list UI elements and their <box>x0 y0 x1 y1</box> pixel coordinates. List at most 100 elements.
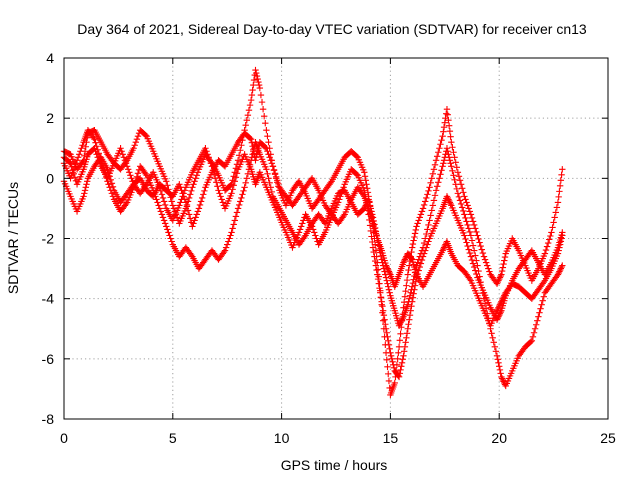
data-point <box>431 161 439 168</box>
data-point <box>183 203 191 210</box>
data-point <box>474 262 481 269</box>
data-point <box>445 196 452 203</box>
data-point <box>334 199 342 206</box>
data-point <box>464 242 471 250</box>
data-point <box>396 337 404 344</box>
data-point <box>219 199 227 206</box>
data-point <box>379 302 386 310</box>
data-point <box>187 215 194 222</box>
data-point <box>265 151 272 158</box>
data-point <box>466 275 474 283</box>
data-point <box>107 187 114 194</box>
data-point <box>395 322 403 329</box>
data-point <box>468 237 476 244</box>
data-point <box>222 244 230 251</box>
data-point <box>133 173 141 181</box>
data-point <box>256 84 264 92</box>
data-point <box>529 333 537 340</box>
data-point <box>420 239 428 247</box>
data-point <box>498 373 505 381</box>
chart-title: Day 364 of 2021, Sidereal Day-to-day VTE… <box>77 21 587 37</box>
data-point <box>361 187 368 194</box>
data-point <box>67 160 74 167</box>
data-point <box>180 190 187 197</box>
data-point <box>231 217 239 224</box>
data-point <box>250 81 257 89</box>
data-point <box>432 157 440 164</box>
data-point <box>439 163 446 170</box>
data-point <box>401 343 409 350</box>
data-point <box>467 232 475 239</box>
data-point <box>424 226 431 233</box>
data-point <box>449 167 456 175</box>
data-point <box>492 348 500 355</box>
data-point <box>478 246 485 253</box>
data-point <box>163 178 170 185</box>
data-point <box>231 178 239 185</box>
data-point <box>423 194 430 202</box>
y-tick-label: -6 <box>42 351 55 367</box>
data-point <box>150 187 157 194</box>
data-point <box>444 111 451 118</box>
data-point <box>446 199 454 206</box>
data-point <box>448 163 455 170</box>
data-point <box>258 98 266 106</box>
data-point <box>413 262 420 269</box>
data-point <box>176 181 183 188</box>
data-point <box>194 169 202 176</box>
data-point <box>395 349 402 357</box>
data-point <box>463 239 470 246</box>
data-point <box>207 160 215 167</box>
data-point <box>233 209 241 216</box>
data-point <box>501 257 508 264</box>
data-point <box>377 252 385 260</box>
data-point <box>385 266 392 274</box>
data-point <box>232 174 240 181</box>
data-point <box>246 101 254 109</box>
data-point <box>237 147 244 154</box>
data-point <box>361 191 369 198</box>
data-point <box>463 218 470 225</box>
data-point <box>157 187 165 195</box>
y-tick-label: -8 <box>42 411 55 427</box>
data-point <box>433 183 441 190</box>
data-point <box>93 151 100 158</box>
data-point <box>422 198 429 205</box>
data-point <box>187 191 194 198</box>
data-point <box>451 154 458 161</box>
x-tick-label: 0 <box>60 430 68 446</box>
data-point <box>468 214 476 222</box>
data-point <box>450 149 457 156</box>
data-point <box>466 249 474 257</box>
data-point <box>443 145 451 152</box>
data-point <box>81 152 88 159</box>
data-point <box>70 170 77 178</box>
data-point <box>490 339 497 346</box>
data-point <box>362 195 369 202</box>
data-point <box>193 172 200 179</box>
data-point <box>559 166 566 173</box>
data-point <box>535 313 542 320</box>
data-point <box>297 223 305 230</box>
data-point <box>177 184 184 191</box>
data-point <box>462 196 469 203</box>
data-point <box>72 160 80 167</box>
data-point <box>397 366 404 374</box>
data-point <box>380 312 388 319</box>
data-point <box>406 295 413 302</box>
data-point <box>84 178 91 185</box>
data-series-3 <box>60 127 566 390</box>
data-point <box>399 356 406 363</box>
data-point <box>247 136 255 143</box>
data-point <box>156 205 163 212</box>
data-point <box>200 191 207 198</box>
data-point <box>227 232 234 239</box>
data-point <box>79 142 86 149</box>
data-point <box>152 193 159 200</box>
data-point <box>489 334 496 341</box>
data-point <box>453 164 460 171</box>
data-point <box>460 207 467 215</box>
data-point <box>377 289 384 296</box>
data-point <box>481 256 489 263</box>
data-point <box>455 173 463 180</box>
